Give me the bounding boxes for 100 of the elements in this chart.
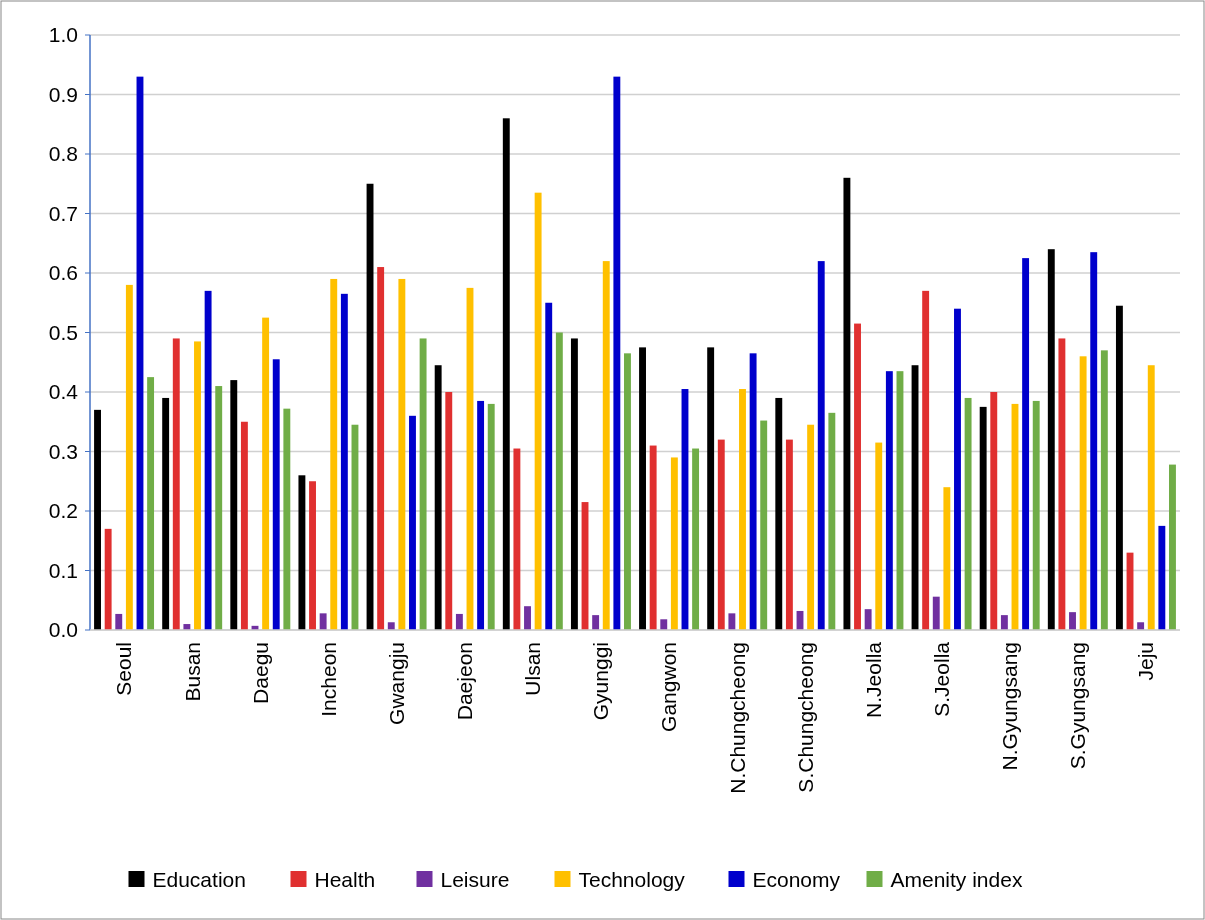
bar	[885, 371, 893, 630]
bar	[760, 420, 768, 630]
bar	[502, 118, 510, 630]
bar	[377, 267, 385, 630]
x-tick-label: Busan	[180, 642, 204, 702]
bar	[434, 365, 442, 630]
bar	[513, 448, 521, 630]
x-tick-label: S.Gyungsang	[1066, 642, 1090, 770]
y-tick-label: 1.0	[48, 23, 78, 47]
bar	[922, 290, 930, 630]
bar	[964, 397, 972, 630]
bar	[624, 353, 631, 630]
legend-label: Amenity index	[890, 868, 1023, 892]
y-tick-label: 0.7	[48, 201, 78, 225]
bar	[487, 403, 495, 630]
bar	[125, 284, 133, 630]
y-tick-label: 0.0	[48, 618, 78, 642]
legend-label: Economy	[752, 868, 841, 892]
bar	[660, 619, 668, 630]
bar	[649, 445, 657, 630]
bar	[340, 293, 348, 630]
bar	[707, 347, 715, 630]
bar	[639, 347, 646, 630]
bar	[613, 76, 621, 630]
x-tick-label: Gangwon	[657, 642, 681, 732]
bar	[954, 308, 961, 630]
bar	[1032, 400, 1040, 630]
bar	[204, 290, 212, 630]
x-tick-label: Gwangju	[384, 642, 408, 725]
bar	[864, 609, 872, 630]
bar	[843, 177, 851, 630]
bar	[477, 400, 485, 630]
bar	[240, 421, 248, 630]
legend-label: Technology	[578, 868, 686, 892]
bar	[215, 386, 223, 630]
bar	[1000, 615, 1008, 630]
y-tick-label: 0.5	[48, 320, 78, 344]
bar	[1158, 525, 1166, 630]
bar	[749, 353, 757, 630]
x-tick-label: N.Gyungsang	[998, 642, 1022, 771]
bar	[330, 278, 338, 630]
bar	[943, 487, 951, 630]
x-tick-label: Daejeon	[453, 642, 477, 721]
bar	[785, 439, 793, 630]
bar	[1137, 622, 1145, 630]
y-tick-label: 0.4	[48, 380, 79, 404]
bar	[104, 528, 112, 630]
bar	[728, 613, 736, 630]
bar	[1058, 338, 1066, 630]
y-tick-label: 0.2	[48, 499, 78, 523]
bar	[592, 615, 600, 630]
bar	[828, 412, 836, 630]
legend-label: Education	[152, 868, 246, 892]
bar	[162, 397, 170, 630]
bar	[979, 406, 987, 630]
bar	[1090, 252, 1098, 630]
bar	[298, 475, 306, 630]
x-tick-label: N.Jeolla	[861, 641, 885, 718]
legend-label: Leisure	[440, 868, 510, 892]
bar	[875, 442, 883, 630]
x-tick-label: Daegu	[248, 642, 272, 704]
bar	[570, 338, 578, 630]
bar	[1169, 464, 1176, 630]
y-tick-label: 0.3	[48, 439, 78, 463]
bar	[670, 457, 678, 630]
bar	[555, 332, 563, 630]
bar	[602, 261, 610, 630]
bar	[524, 606, 531, 630]
bar	[115, 613, 123, 630]
bar	[455, 613, 463, 630]
bar	[309, 481, 316, 630]
bar	[1100, 350, 1108, 630]
bar	[387, 622, 395, 630]
bar	[94, 409, 101, 630]
bar	[739, 389, 746, 630]
x-tick-label: Gyunggi	[589, 642, 613, 721]
bar	[172, 338, 180, 630]
bar	[1047, 249, 1055, 630]
x-tick-label: S.Jeolla	[929, 641, 953, 717]
bar	[194, 341, 201, 630]
bar	[545, 302, 553, 630]
bar	[419, 338, 427, 630]
y-tick-label: 0.1	[48, 558, 78, 582]
bar	[1079, 356, 1087, 630]
bar	[319, 613, 327, 630]
bar	[272, 359, 280, 630]
bar	[807, 424, 815, 630]
bar	[1069, 612, 1076, 630]
y-tick-label: 0.6	[48, 261, 78, 285]
bar	[990, 392, 998, 630]
bar	[1115, 305, 1123, 630]
bar	[398, 278, 406, 630]
legend-label: Health	[314, 868, 376, 892]
x-tick-label: N.Chungcheong	[725, 642, 749, 794]
bar	[283, 408, 291, 630]
bar	[1022, 258, 1030, 630]
bar	[854, 323, 861, 630]
bar	[717, 439, 725, 630]
bar	[932, 596, 940, 630]
y-tick-label: 0.8	[48, 142, 78, 166]
